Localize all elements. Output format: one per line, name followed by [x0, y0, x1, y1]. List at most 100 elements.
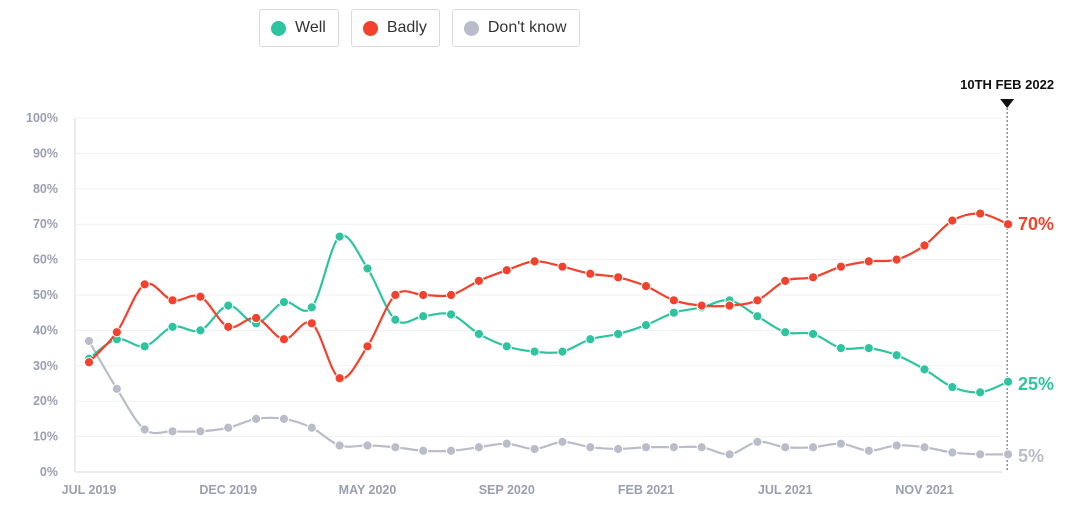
y-tick-label: 80% — [33, 182, 58, 196]
legend-dontknow-button[interactable]: Don't know — [451, 9, 580, 47]
data-point-badly — [808, 272, 819, 283]
data-point-don-t-know — [863, 445, 874, 456]
data-point-badly — [223, 321, 234, 332]
series-line-don-t-know — [88, 340, 1009, 456]
data-point-well — [919, 364, 930, 375]
x-tick-label: MAY 2020 — [339, 483, 397, 497]
data-point-well — [613, 328, 624, 340]
data-point-badly — [780, 275, 791, 286]
data-point-well — [223, 300, 234, 311]
data-point-don-t-know — [585, 442, 596, 453]
data-point-badly — [306, 318, 317, 329]
data-point-don-t-know — [808, 442, 819, 453]
y-tick-label: 60% — [33, 253, 58, 267]
end-label-don-t-know: 5% — [1018, 446, 1044, 466]
data-point-don-t-know — [891, 440, 902, 451]
data-point-badly — [557, 261, 568, 272]
series-well — [83, 231, 1014, 398]
data-point-well — [947, 381, 958, 393]
legend: Well Badly Don't know — [259, 9, 580, 47]
end-label-well: 25% — [1018, 374, 1054, 394]
x-tick-label: JUL 2021 — [758, 483, 813, 497]
data-point-don-t-know — [83, 335, 95, 347]
data-point-don-t-know — [529, 443, 540, 455]
data-point-well — [473, 328, 484, 340]
legend-well-dot-icon — [271, 20, 286, 36]
data-point-well — [585, 334, 596, 345]
data-point-badly — [195, 291, 206, 302]
data-point-well — [891, 350, 902, 361]
y-tick-label: 40% — [33, 323, 58, 337]
data-point-badly — [418, 289, 429, 301]
legend-badly-dot-icon — [362, 20, 378, 36]
data-point-well — [1002, 376, 1014, 387]
data-point-badly — [111, 327, 122, 338]
legend-badly-label: Badly — [386, 19, 427, 36]
data-point-badly — [501, 265, 512, 276]
data-point-well — [390, 314, 401, 325]
x-tick-label: SEP 2020 — [479, 483, 535, 497]
data-point-don-t-know — [139, 424, 150, 435]
data-point-well — [835, 343, 847, 354]
data-point-badly — [251, 312, 262, 324]
data-point-badly — [975, 208, 986, 219]
data-point-well — [445, 309, 457, 320]
data-point-badly — [390, 289, 401, 301]
data-point-don-t-know — [334, 440, 345, 451]
data-point-badly — [613, 272, 624, 283]
data-point-don-t-know — [501, 438, 512, 449]
legend-well-button[interactable]: Well — [259, 9, 339, 47]
data-point-badly — [445, 289, 457, 301]
x-tick-label: DEC 2019 — [199, 483, 257, 497]
data-point-don-t-know — [223, 422, 234, 433]
y-tick-label: 50% — [33, 288, 58, 302]
data-point-badly — [585, 268, 596, 279]
data-point-don-t-know — [975, 449, 986, 460]
data-point-well — [668, 307, 679, 318]
data-point-don-t-know — [390, 442, 401, 453]
y-tick-label: 70% — [33, 217, 58, 231]
legend-well-label: Well — [295, 19, 326, 36]
data-point-don-t-know — [195, 426, 206, 437]
data-point-badly — [1002, 219, 1014, 230]
end-label-badly: 70% — [1018, 214, 1054, 234]
y-gridlines: 0% 10% 20% 30% 40% 50% 60% 70% 80% 90% 100% — [26, 111, 1002, 479]
data-point-badly — [752, 295, 763, 306]
y-tick-label: 90% — [33, 146, 58, 160]
series-line-badly — [88, 212, 1009, 380]
data-point-badly — [947, 215, 958, 226]
y-tick-label: 20% — [33, 394, 58, 408]
data-point-well — [278, 296, 290, 308]
data-point-don-t-know — [696, 442, 707, 453]
data-point-badly — [835, 261, 847, 272]
series-don-t-know — [83, 335, 1014, 460]
data-point-well — [752, 311, 763, 322]
data-point-don-t-know — [780, 442, 791, 453]
data-point-well — [529, 346, 540, 357]
y-tick-label: 100% — [26, 111, 58, 125]
data-point-don-t-know — [418, 445, 429, 456]
data-point-don-t-know — [278, 413, 290, 424]
data-point-don-t-know — [362, 440, 373, 451]
date-marker-triangle-icon — [1000, 99, 1015, 108]
legend-dontknow-dot-icon — [463, 20, 479, 36]
x-tick-label: JUL 2019 — [62, 483, 117, 497]
data-point-well — [334, 231, 345, 242]
data-point-don-t-know — [557, 436, 568, 448]
y-tick-label: 0% — [40, 465, 58, 479]
y-tick-label: 10% — [33, 430, 58, 444]
data-point-don-t-know — [640, 442, 652, 453]
data-point-don-t-know — [111, 383, 122, 394]
data-point-badly — [473, 275, 484, 286]
data-point-well — [557, 346, 568, 357]
data-point-don-t-know — [724, 449, 735, 460]
data-point-badly — [640, 281, 652, 292]
legend-badly-button[interactable]: Badly — [350, 9, 440, 47]
data-point-well — [139, 341, 150, 352]
data-point-well — [975, 387, 986, 398]
data-point-badly — [919, 240, 930, 251]
data-point-badly — [863, 256, 874, 267]
data-point-well — [418, 311, 429, 322]
data-point-well — [167, 321, 178, 332]
